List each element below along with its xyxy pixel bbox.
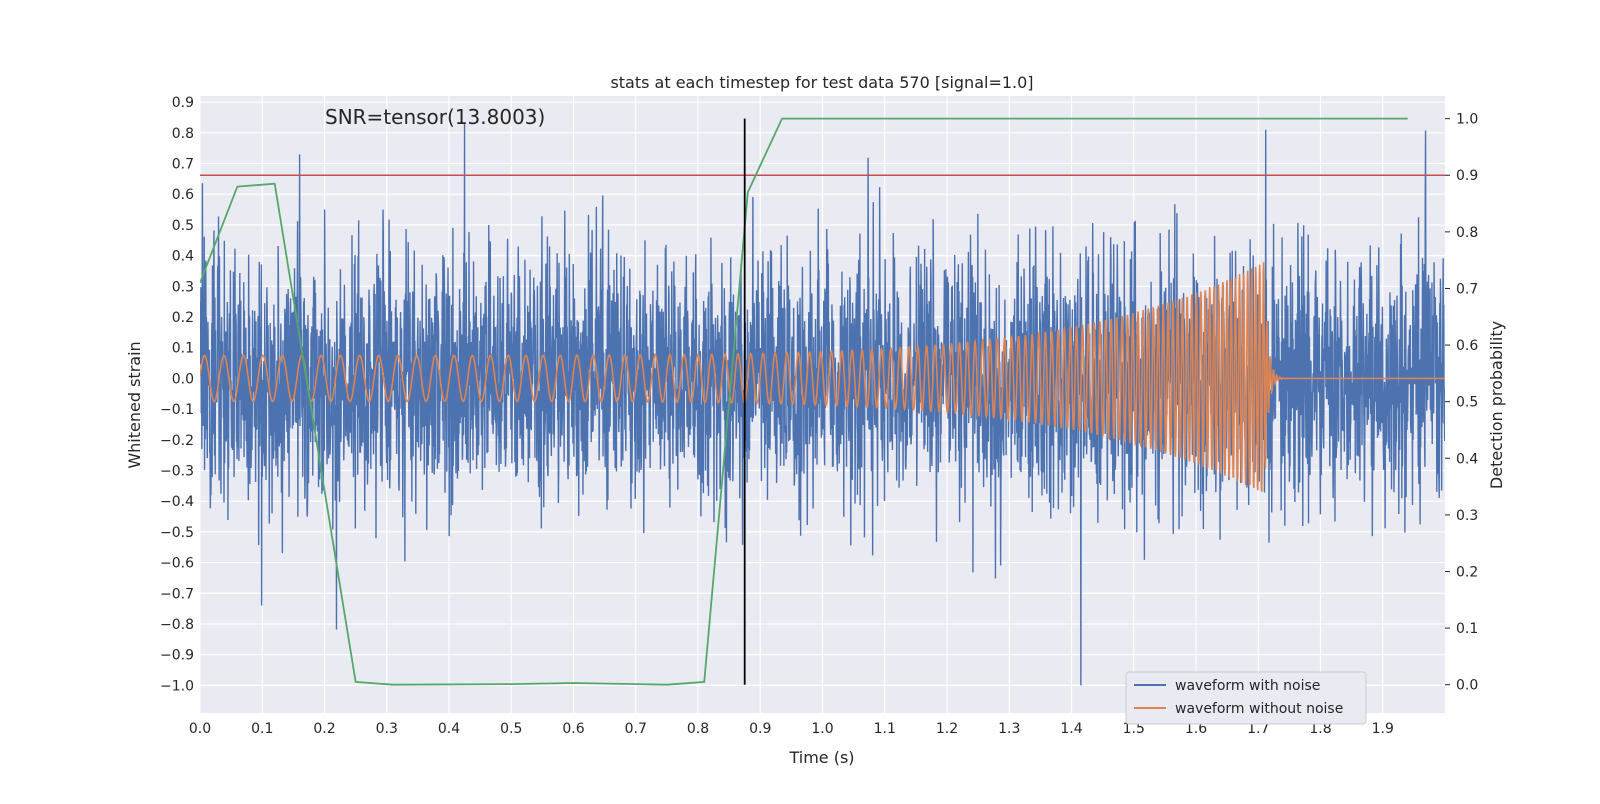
grid — [199, 96, 1445, 713]
x-tick-label: 0.4 — [438, 721, 460, 737]
x-tick-label: 1.4 — [1060, 721, 1082, 737]
x-tick-label: 0.8 — [687, 721, 709, 737]
y-tick-label: −0.5 — [160, 525, 194, 541]
x-tick-label: 0.7 — [625, 721, 647, 737]
y2-tick-label: 0.5 — [1456, 395, 1478, 411]
y-tick-label: 0.1 — [172, 341, 194, 357]
x-tick-label: 1.8 — [1309, 721, 1331, 737]
series-waveform-without-noise — [200, 262, 1445, 492]
x-tick-label: 0.3 — [376, 721, 398, 737]
y-tick-label: −0.9 — [160, 648, 194, 664]
y2-tick-label: 0.1 — [1456, 621, 1478, 637]
legend-box — [1125, 671, 1367, 725]
y-tick-label: 0.8 — [172, 126, 194, 142]
x-tick-label: 1.9 — [1372, 721, 1394, 737]
x-tick-label: 1.7 — [1247, 721, 1269, 737]
y2-axis-label: Detection probability — [1487, 321, 1506, 489]
x-tick-label: 1.3 — [998, 721, 1020, 737]
y2-tick-label: 0.2 — [1456, 564, 1478, 580]
x-tick-label: 1.0 — [811, 721, 833, 737]
x-tick-label: 1.2 — [936, 721, 958, 737]
y-tick-label: 0.3 — [172, 279, 194, 295]
y-tick-label: 0.2 — [172, 310, 194, 326]
y2-tick-label: 0.4 — [1456, 451, 1478, 467]
y-tick-label: −0.7 — [160, 586, 194, 602]
y-tick-label: 0.6 — [172, 187, 194, 203]
y-tick-label: −0.2 — [160, 433, 194, 449]
y-tick-label: −0.6 — [160, 556, 194, 572]
ticks: 0.0 0.1 0.2 0.3 0.4 0.5 0.6 0.7 0.8 0.9 1.0 1.1 1.2 1… — [160, 95, 1478, 737]
y-tick-label: −1.0 — [160, 678, 194, 694]
y-tick-label: 0.0 — [172, 371, 194, 387]
legend-label-clean: waveform without noise — [1175, 701, 1343, 717]
y-tick-label: 0.9 — [172, 95, 194, 111]
legend-label-noisy: waveform with noise — [1175, 678, 1320, 694]
y2-tick-label: 0.7 — [1456, 281, 1478, 297]
chart-title: stats at each timestep for test data 570… — [610, 73, 1033, 92]
x-tick-label: 1.6 — [1185, 721, 1207, 737]
y-tick-label: −0.1 — [160, 402, 194, 418]
x-tick-label: 0.2 — [313, 721, 335, 737]
y-tick-label: −0.3 — [160, 463, 194, 479]
series-group — [200, 117, 1445, 686]
y2-tick-label: 0.8 — [1456, 225, 1478, 241]
x-tick-label: 1.1 — [874, 721, 896, 737]
x-tick-label: 0.5 — [500, 721, 522, 737]
x-tick-label: 0.1 — [251, 721, 273, 737]
snr-annotation: SNR=tensor(13.8003) — [325, 105, 545, 129]
y2-tick-label: 0.6 — [1456, 338, 1478, 354]
legend: waveform with noise waveform without noi… — [1125, 671, 1367, 725]
x-tick-label: 0.6 — [562, 721, 584, 737]
x-axis-label: Time (s) — [788, 748, 854, 767]
y-tick-label: 0.4 — [172, 249, 194, 265]
x-tick-label: 1.5 — [1123, 721, 1145, 737]
y2-tick-label: 0.0 — [1456, 678, 1478, 694]
y2-tick-label: 0.3 — [1456, 508, 1478, 524]
y2-tick-label: 0.9 — [1456, 168, 1478, 184]
y2-tick-label: 1.0 — [1456, 112, 1478, 128]
y-axis-label: Whitened strain — [125, 341, 144, 468]
y-tick-label: 0.5 — [172, 218, 194, 234]
series-detection-probability — [200, 117, 1408, 686]
y-tick-label: 0.7 — [172, 157, 194, 173]
x-tick-label: 0.9 — [749, 721, 771, 737]
y-tick-label: −0.4 — [160, 494, 194, 510]
x-tick-label: 0.0 — [189, 721, 211, 737]
y-tick-label: −0.8 — [160, 617, 194, 633]
